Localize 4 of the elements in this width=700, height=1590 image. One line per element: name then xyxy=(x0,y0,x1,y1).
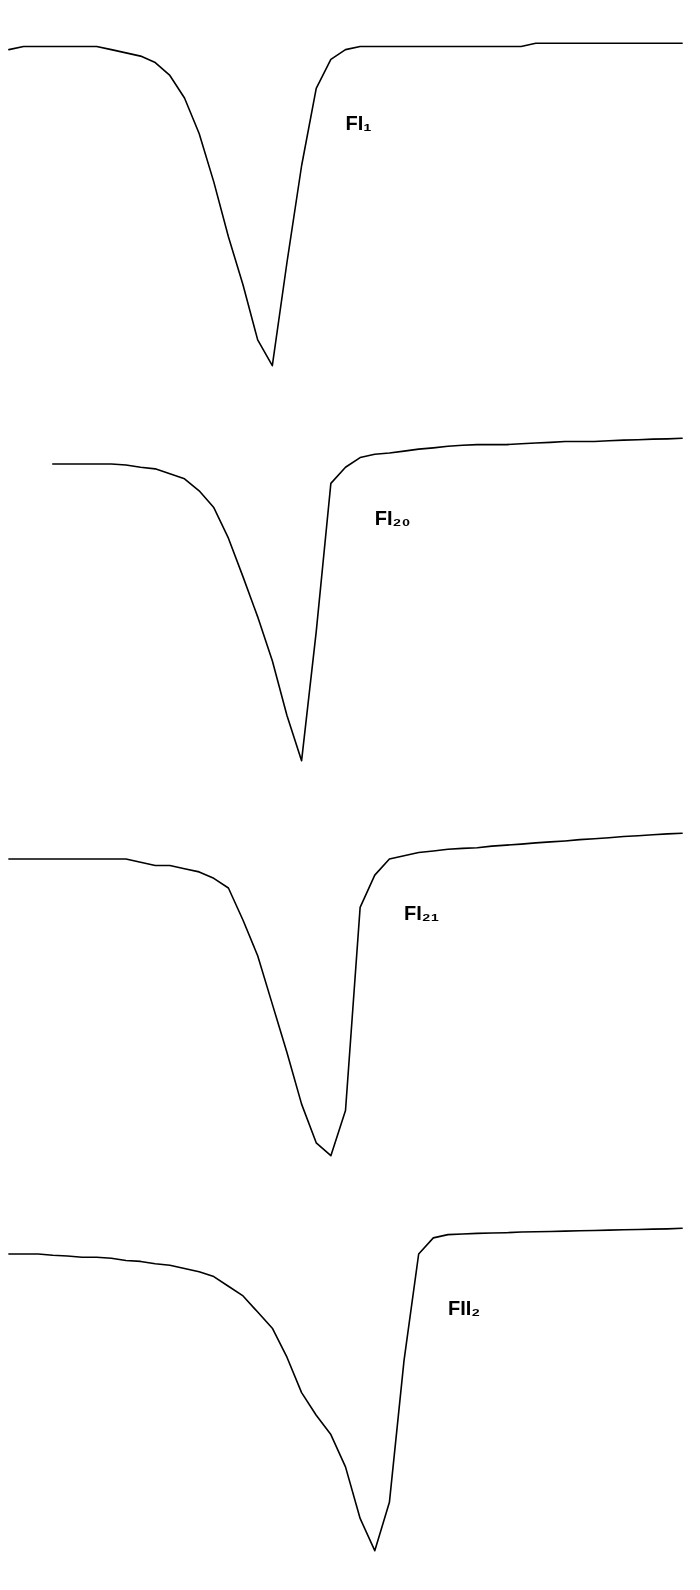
series-label: FI₂₁ xyxy=(404,901,439,924)
series-label: FII₂ xyxy=(447,1296,481,1319)
series-label: FI₁ xyxy=(345,111,372,134)
text: FI₂₀ xyxy=(374,506,411,529)
